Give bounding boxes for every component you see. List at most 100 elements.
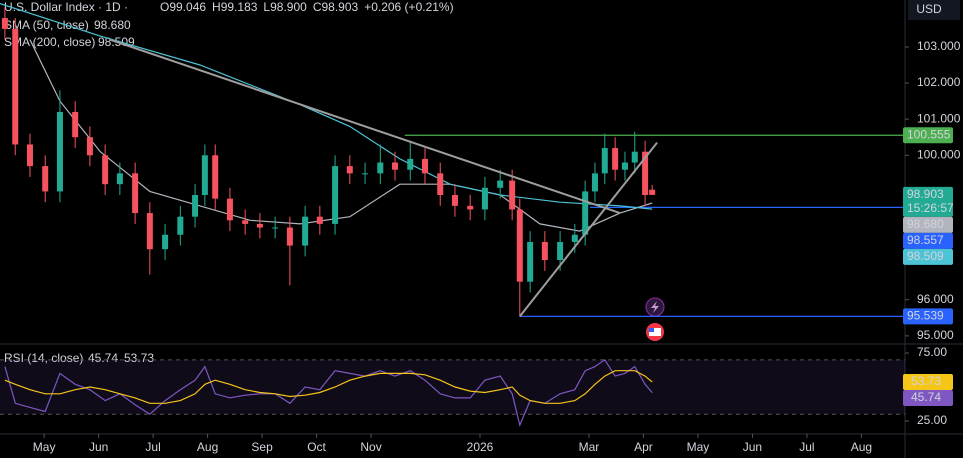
- candle-body: [612, 148, 619, 170]
- rsi-ma-line: [4, 370, 653, 404]
- candle-body: [631, 151, 638, 163]
- candle-body: [451, 195, 458, 206]
- sma200-legend: SMA (200, close): [4, 35, 95, 49]
- candle-body: [316, 216, 323, 224]
- candle-body: [421, 158, 428, 174]
- candle-body: [162, 234, 169, 250]
- x-tick-label: Mar: [579, 440, 600, 454]
- y-tick-label: 95.000: [917, 328, 954, 342]
- price-label-box: [903, 248, 953, 265]
- trendline: [519, 142, 658, 317]
- x-tick-label: May: [687, 440, 710, 454]
- y-tick-label: 96.000: [917, 292, 954, 306]
- rsi-ma-label-box: [903, 373, 953, 390]
- flag-icon[interactable]: [646, 323, 664, 341]
- event-icon[interactable]: [645, 297, 665, 317]
- price-label-box: [903, 308, 953, 325]
- x-tick-label: Apr: [634, 440, 653, 454]
- sma50-legend-value: 98.680: [94, 18, 131, 32]
- rsi-legend-value: 45.74: [88, 351, 118, 365]
- candle-body: [582, 191, 589, 235]
- ohlc-label: C98.903: [313, 0, 359, 14]
- candle-body: [571, 234, 578, 242]
- rsi-label: 45.74: [911, 390, 941, 404]
- currency-box[interactable]: [908, 0, 960, 20]
- candle-body: [12, 28, 19, 145]
- x-tick-label: Oct: [307, 440, 326, 454]
- rsi-ma-label: 53.73: [911, 374, 941, 388]
- candle-body: [621, 162, 628, 170]
- ohlc-label: O99.046: [160, 0, 206, 14]
- candle-body: [509, 180, 516, 210]
- candle-body: [601, 148, 608, 174]
- candle-body: [272, 227, 279, 229]
- candle-body: [467, 205, 474, 210]
- candle-body: [132, 173, 139, 214]
- candle-body: [302, 216, 309, 246]
- ohlc-label: L98.900: [263, 0, 307, 14]
- price-label-box: [903, 127, 953, 144]
- rsi-label-box: [903, 389, 953, 406]
- candle-body: [242, 220, 249, 224]
- candle-body: [72, 111, 79, 138]
- candle-body: [86, 137, 93, 156]
- sma50-legend: SMA (50, close): [4, 18, 89, 32]
- candle-body: [1, 18, 8, 29]
- x-tick-label: Nov: [360, 440, 381, 454]
- countdown-label: 15:26:57: [907, 201, 954, 215]
- candle-body: [362, 173, 369, 175]
- x-tick-label: Jul: [799, 440, 814, 454]
- x-tick-label: Aug: [197, 440, 218, 454]
- candle-body: [541, 241, 548, 261]
- candle-body: [642, 151, 649, 196]
- symbol-title: U.S. Dollar Index · 1D ·: [4, 0, 128, 14]
- candle-body: [346, 166, 353, 174]
- candle-body: [591, 173, 598, 192]
- moving-average-line: [29, 39, 653, 232]
- flag-icon-flag: [649, 328, 661, 336]
- price-label-box: [903, 186, 953, 217]
- price-label: 98.903: [907, 187, 944, 201]
- price-label-box: [903, 216, 953, 233]
- y-tick-label: 103.000: [917, 39, 961, 53]
- candle-body: [286, 227, 293, 246]
- candle-body: [177, 216, 184, 235]
- candle-body: [226, 198, 233, 221]
- candle-body: [212, 155, 219, 199]
- x-tick-label: Jun: [743, 440, 762, 454]
- candle-body: [407, 158, 414, 170]
- x-tick-label: Sep: [251, 440, 273, 454]
- price-label: 95.539: [907, 309, 944, 323]
- candle-body: [256, 223, 263, 228]
- rsi-ma-legend-value: 53.73: [124, 351, 154, 365]
- candle-body: [201, 155, 208, 196]
- candle-body: [146, 213, 153, 250]
- candle-body: [527, 241, 534, 282]
- y-tick-label: 102.000: [917, 75, 961, 89]
- x-tick-label: May: [33, 440, 56, 454]
- candle-body: [557, 241, 564, 261]
- candle-body: [56, 111, 63, 192]
- candle-body: [481, 187, 488, 210]
- x-tick-label: 2026: [467, 440, 494, 454]
- price-label: 100.555: [907, 127, 951, 141]
- ohlc-label: +0.206 (+0.21%): [364, 0, 453, 14]
- price-label: 98.509: [907, 249, 944, 263]
- candle-body: [332, 166, 339, 224]
- candle-body: [516, 209, 523, 282]
- rsi-y-tick-label: 75.00: [917, 345, 947, 359]
- y-tick-label: 101.000: [917, 111, 961, 125]
- candle-body: [192, 195, 199, 217]
- ohlc-label: H99.183: [212, 0, 258, 14]
- price-label: 98.557: [907, 233, 944, 247]
- candle-body: [649, 189, 656, 195]
- candle-body: [42, 166, 49, 192]
- candle-body: [392, 162, 399, 170]
- x-tick-label: Jun: [89, 440, 108, 454]
- rsi-band: [0, 359, 905, 415]
- candle-body: [437, 173, 444, 196]
- currency[interactable]: USD: [916, 2, 942, 16]
